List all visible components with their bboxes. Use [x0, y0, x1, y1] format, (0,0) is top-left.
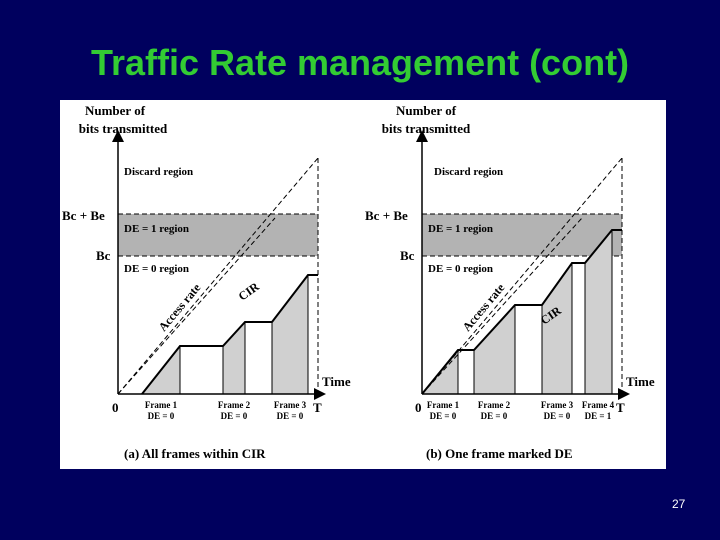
caption-a: (a) All frames within CIR	[124, 446, 266, 461]
frame2-de: DE = 0	[481, 411, 508, 421]
frame3-name: Frame 3	[274, 400, 307, 410]
cir-line	[421, 157, 623, 395]
access-rate-line	[117, 217, 276, 395]
panel-a: Number of bits transmitted Discard regio…	[62, 103, 351, 461]
frame2-name: Frame 2	[478, 400, 511, 410]
diagram-svg: Number of bits transmitted Discard regio…	[62, 103, 655, 461]
frame2-name: Frame 2	[218, 400, 251, 410]
ylabel-1: Number of	[396, 103, 457, 118]
access-rate-label: Access rate	[156, 280, 204, 334]
panel-b: Number of bits transmitted Discard regio…	[365, 103, 655, 461]
bc-label: Bc	[96, 248, 111, 263]
caption-b: (b) One frame marked DE	[426, 446, 573, 461]
frame3-de: DE = 0	[544, 411, 571, 421]
de1-label: DE = 1 region	[428, 223, 493, 235]
de1-label: DE = 1 region	[124, 223, 189, 235]
discard-label: Discard region	[124, 166, 193, 178]
slide-title: Traffic Rate management (cont)	[90, 42, 630, 83]
frame1-de: DE = 0	[430, 411, 457, 421]
ylabel-2: bits transmitted	[79, 121, 168, 136]
frame3-area	[272, 275, 308, 394]
de0-label: DE = 0 region	[428, 263, 493, 275]
frame3-de: DE = 0	[277, 411, 304, 421]
discard-label: Discard region	[434, 166, 503, 178]
t-label: T	[313, 400, 322, 415]
frame1-de: DE = 0	[148, 411, 175, 421]
bcbe-label: Bc + Be	[365, 208, 408, 223]
page-number: 27	[672, 497, 686, 511]
time-label: Time	[626, 374, 655, 389]
time-label: Time	[322, 374, 351, 389]
frame2-de: DE = 0	[221, 411, 248, 421]
de1-band	[422, 214, 622, 256]
bc-label: Bc	[400, 248, 415, 263]
frame2-area	[474, 305, 515, 394]
frame1-name: Frame 1	[427, 400, 460, 410]
cir-label: CIR	[236, 279, 262, 303]
de0-label: DE = 0 region	[124, 263, 189, 275]
frame3-name: Frame 3	[541, 400, 574, 410]
ylabel-1: Number of	[85, 103, 146, 118]
bcbe-label: Bc + Be	[62, 208, 105, 223]
frame4-de: DE = 1	[585, 411, 612, 421]
bits-curve	[141, 274, 318, 395]
origin-label: 0	[112, 400, 119, 415]
frame4-area	[585, 230, 612, 394]
t-label: T	[616, 400, 625, 415]
ylabel-2: bits transmitted	[382, 121, 471, 136]
bits-curve	[421, 229, 622, 395]
de1-band	[118, 214, 318, 256]
frame1-name: Frame 1	[145, 400, 178, 410]
cir-line	[117, 157, 319, 395]
frame-relay-diagram: Number of bits transmitted Discard regio…	[60, 100, 666, 469]
origin-label: 0	[415, 400, 422, 415]
frame4-name: Frame 4	[582, 400, 615, 410]
